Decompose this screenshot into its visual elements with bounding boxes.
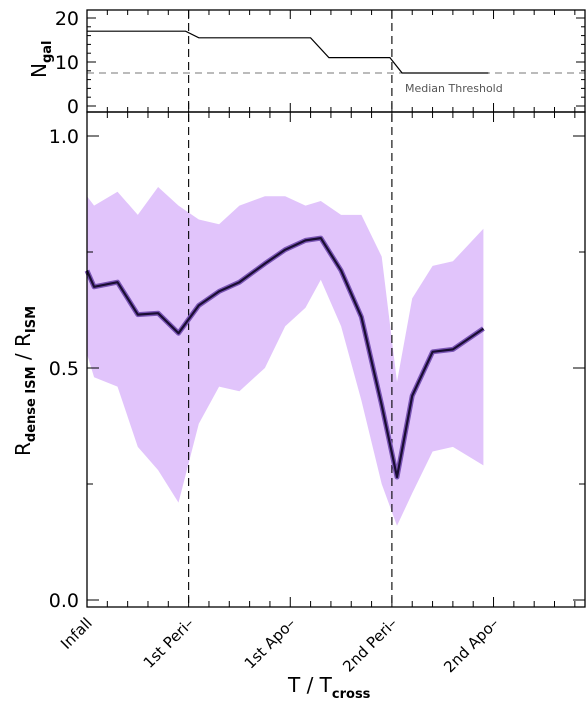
- bottom-y-axis-label: Rdense ISM / RISM: [11, 306, 39, 456]
- threshold-label: Median Threshold: [405, 82, 503, 95]
- top-series-group: [87, 30, 489, 74]
- top-y-tick-label: 10: [55, 52, 79, 74]
- x-category-label: 1st Peri–: [140, 614, 198, 672]
- top-y-axis-label-main: N: [27, 63, 51, 78]
- spread-band: [87, 187, 484, 526]
- x-category-label: 2nd Apo–: [440, 614, 502, 676]
- bottom-axis-ticks: [87, 112, 585, 607]
- y-tick-label: 1.0: [49, 126, 79, 148]
- y-tick-label: 0.5: [49, 358, 79, 380]
- top-panel-frame: [86, 9, 586, 113]
- median-line: [85, 237, 485, 479]
- x-category-label: 1st Apo–: [241, 614, 299, 672]
- top-y-tick-labels: 0 10 20: [55, 8, 79, 118]
- bottom-panel-frame: [86, 111, 586, 608]
- top-y-tick-label: 0: [67, 96, 79, 118]
- x-axis-label-main: T / T: [287, 673, 333, 697]
- top-y-axis-label: Ngal: [27, 40, 55, 78]
- top-y-tick-label: 20: [55, 8, 79, 30]
- bottom-y-tick-labels: 0.0 0.5 1.0: [49, 126, 79, 612]
- bottom-panel: 0.0 0.5 1.0 Infall 1st Peri– 1st Apo– 2nd Per…: [11, 10, 586, 702]
- y-tick-label: 0.0: [49, 590, 79, 612]
- x-category-labels: Infall 1st Peri– 1st Apo– 2nd Peri– 2nd Apo–: [57, 614, 502, 676]
- phase-lines: [188, 10, 393, 607]
- x-axis-label: T / Tcross: [287, 673, 371, 702]
- x-axis-label-sub: cross: [332, 687, 371, 702]
- top-axis-ticks: [87, 10, 585, 112]
- bottom-y-axis-label-mid: / R: [11, 333, 35, 366]
- x-category-label: Infall: [57, 614, 96, 653]
- top-y-axis-label-sub: gal: [40, 40, 55, 63]
- galaxy-count-line: [87, 30, 489, 74]
- x-category-label: 2nd Peri–: [339, 614, 400, 675]
- bottom-y-axis-label-main: R: [11, 442, 35, 456]
- top-panel: 0 10 20 Median Threshold Ngal: [27, 8, 586, 118]
- bottom-y-axis-label-sub1: dense ISM: [24, 366, 39, 442]
- bottom-y-axis-label-sub2: ISM: [24, 306, 39, 333]
